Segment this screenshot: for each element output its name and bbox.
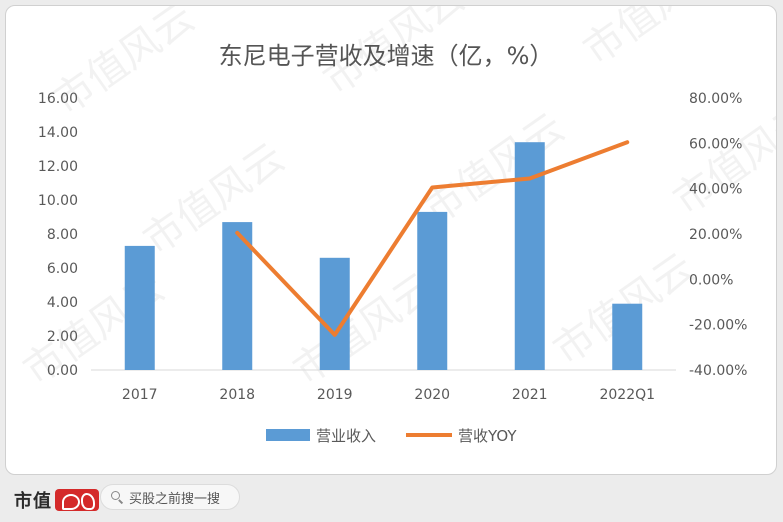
search-input[interactable]: 买股之前搜一搜 [100,484,240,510]
right-axis-tick-label: 0.00% [689,272,733,288]
left-axis-tick-label: 8.00 [47,227,78,243]
x-axis-tick-label: 2017 [122,387,158,403]
bar [417,211,448,370]
brand-logo[interactable]: 市值 [14,487,99,513]
right-axis-tick-label: -40.00% [689,363,747,379]
x-axis-tick-label: 2022Q1 [599,387,655,403]
bar [124,245,155,370]
x-axis-tick-label: 2019 [317,387,353,403]
yoy-line [235,140,630,337]
watermark-text: 市值风云 [575,6,732,74]
bar [319,257,350,370]
watermark-text: 市值风云 [135,135,292,264]
left-axis-tick-label: 4.00 [47,295,78,311]
left-axis-tick-label: 2.00 [47,329,78,345]
left-axis-tick-label: 10.00 [38,193,78,209]
right-axis-tick-label: 40.00% [689,182,742,198]
bar [222,222,253,370]
x-axis-labels: 2017 2018 2019 2020 2021 2022Q1 [122,387,655,403]
legend-swatch-revenue [266,429,310,441]
left-axis-tick-label: 0.00 [47,363,78,379]
chart-title: 东尼电子营收及增速（亿，%） [219,42,554,70]
left-axis: 0.00 2.00 4.00 6.00 8.00 10.00 12.00 14.00 16.00 [38,91,78,379]
left-axis-tick-label: 16.00 [38,91,78,107]
left-axis-tick-label: 12.00 [38,159,78,175]
brand-name: 市值 [14,491,52,512]
footer-bar: 市值 买股之前搜一搜 [0,478,783,522]
legend-label-yoy: 营收YOY [458,427,517,445]
right-axis-tick-label: 20.00% [689,227,742,243]
left-axis-tick-label: 14.00 [38,125,78,141]
brand-mark-icon [55,489,99,511]
line-series [235,140,630,337]
x-axis-tick-label: 2018 [219,387,255,403]
x-axis-tick-label: 2020 [414,387,450,403]
right-axis-tick-label: 80.00% [689,91,742,107]
right-axis-tick-label: 60.00% [689,136,742,152]
watermark-text: 市值风云 [665,95,776,224]
search-icon [111,491,123,503]
legend-label-revenue: 营业收入 [316,427,376,445]
right-axis: -40.00% -20.00% 0.00% 20.00% 40.00% 60.00% 80.… [689,91,747,379]
search-placeholder: 买股之前搜一搜 [129,491,221,507]
bar [612,303,643,370]
legend: 营业收入 营收YOY [266,427,517,445]
chart-card: 市值风云市值风云市值风云市值风云市值风云市值风云市值风云市值风云市值风云 东尼电… [5,5,777,475]
right-axis-tick-label: -20.00% [689,318,747,334]
left-axis-tick-label: 6.00 [47,261,78,277]
revenue-chart: 市值风云市值风云市值风云市值风云市值风云市值风云市值风云市值风云市值风云 东尼电… [15,6,776,445]
x-axis-tick-label: 2021 [512,387,548,403]
bar-series [124,142,643,370]
